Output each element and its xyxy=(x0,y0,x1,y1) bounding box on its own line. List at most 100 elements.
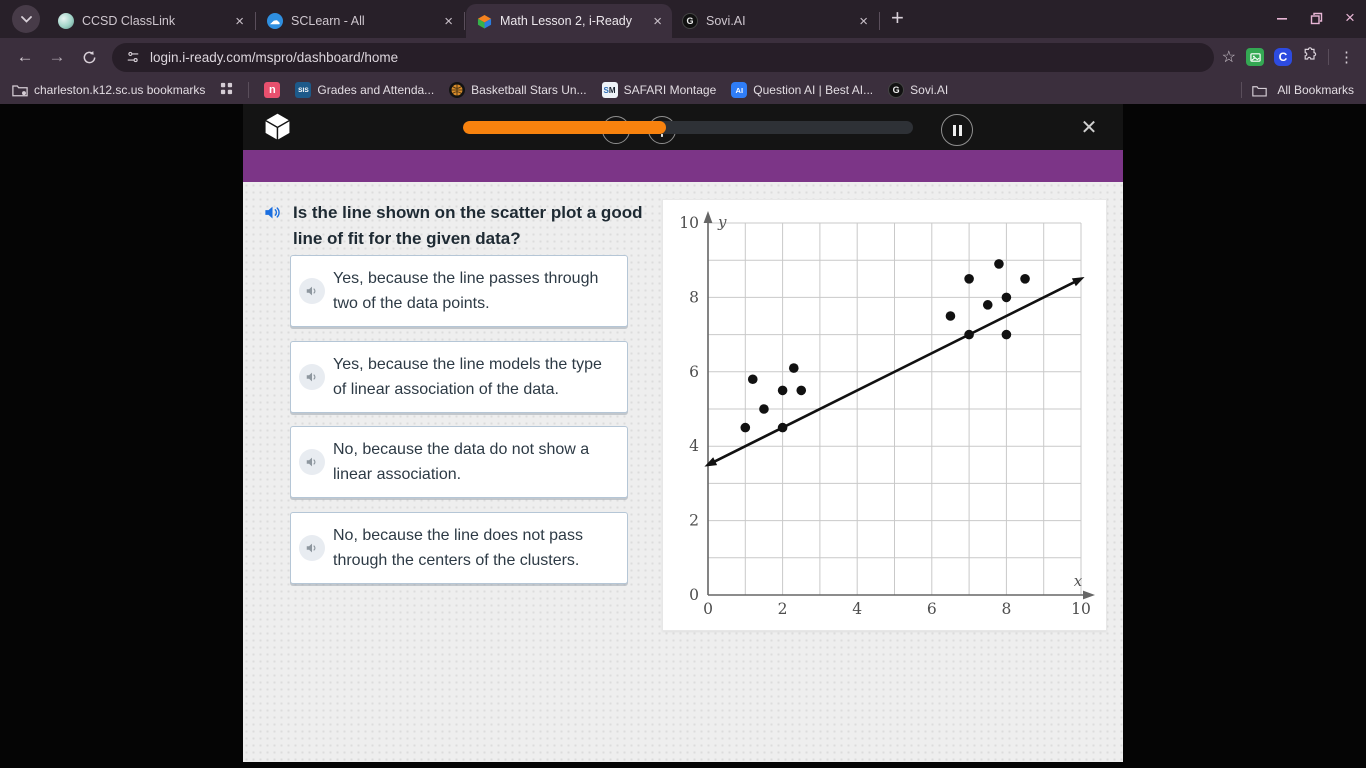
bookmarks-divider xyxy=(1241,82,1243,98)
c-extension-icon[interactable]: C xyxy=(1274,48,1292,66)
lesson-stage: i ✕ xyxy=(0,104,1366,768)
restore-button[interactable] xyxy=(1308,10,1324,26)
forward-icon[interactable]: → xyxy=(48,47,66,66)
answer-audio-icon[interactable] xyxy=(299,278,325,304)
lesson-banner xyxy=(243,150,1123,182)
bookmark-label: SAFARI Montage xyxy=(623,83,717,97)
tab-separator xyxy=(255,12,256,30)
menu-kebab-icon[interactable]: ⋮ xyxy=(1339,49,1354,66)
bookmark-label: Question AI | Best AI... xyxy=(753,83,874,97)
svg-text:y: y xyxy=(717,213,727,231)
answer-audio-icon[interactable] xyxy=(299,364,325,390)
lesson-bottom-strip xyxy=(243,762,1123,768)
svg-text:6: 6 xyxy=(927,600,937,618)
svg-text:8: 8 xyxy=(1001,600,1011,618)
all-bookmarks[interactable]: All Bookmarks xyxy=(1241,82,1354,98)
tab-math-lesson-active[interactable]: Math Lesson 2, i-Ready × xyxy=(466,4,672,38)
question-audio-icon[interactable] xyxy=(263,203,282,222)
question-text: Is the line shown on the scatter plot a … xyxy=(293,203,643,248)
bookmark-item-n[interactable]: n xyxy=(264,82,281,98)
bookmarks-bar: charleston.k12.sc.us bookmarks n SIS Gra… xyxy=(0,76,1366,104)
sovi-favicon: G xyxy=(682,13,698,29)
svg-text:4: 4 xyxy=(852,600,862,618)
apps-grid-icon[interactable] xyxy=(220,82,233,98)
scatter-plot: 0 2 4 6 8 10 0 2 4 6 8 10 x y xyxy=(679,211,1095,618)
iready-lesson-window: i ✕ xyxy=(243,104,1123,768)
back-icon[interactable]: ← xyxy=(16,47,34,66)
address-bar: ← → login.i-ready.com/mspro/dashboard/ho… xyxy=(0,38,1366,76)
chevron-down-icon xyxy=(20,15,32,23)
answer-audio-icon[interactable] xyxy=(299,449,325,475)
tab-title: Sovi.AI xyxy=(706,14,746,28)
tab-ccsd-classlink[interactable]: CCSD ClassLink × xyxy=(48,4,254,38)
screenshot-extension-icon[interactable] xyxy=(1246,48,1264,66)
tab-title: CCSD ClassLink xyxy=(82,14,176,28)
n-red-favicon: n xyxy=(264,82,281,98)
extensions-puzzle-icon[interactable] xyxy=(1302,46,1318,68)
svg-text:x: x xyxy=(1074,572,1083,590)
answer-text: Yes, because the line passes through two… xyxy=(333,270,599,312)
scatter-plot-card: 0 2 4 6 8 10 0 2 4 6 8 10 x y xyxy=(662,199,1107,631)
tab-sovi-ai[interactable]: G Sovi.AI × xyxy=(672,4,878,38)
close-window-button[interactable]: × xyxy=(1345,8,1355,27)
svg-text:0: 0 xyxy=(689,586,699,604)
answer-option-4[interactable]: No, because the line does not pass throu… xyxy=(290,512,628,584)
lesson-content: Is the line shown on the scatter plot a … xyxy=(243,182,1123,762)
svg-text:6: 6 xyxy=(689,363,699,381)
managed-folder-icon xyxy=(12,85,28,97)
pause-button[interactable] xyxy=(941,114,973,146)
iready-cube-logo xyxy=(262,111,293,147)
tab-close-icon[interactable]: × xyxy=(444,12,453,30)
tab-separator xyxy=(879,12,880,30)
tab-close-icon[interactable]: × xyxy=(859,12,868,30)
svg-text:10: 10 xyxy=(1071,600,1091,618)
tab-bar: CCSD ClassLink × ☁ SCLearn - All × Math … xyxy=(0,0,1366,38)
bookmark-star-icon[interactable]: ☆ xyxy=(1221,49,1236,66)
answer-option-1[interactable]: Yes, because the line passes through two… xyxy=(290,255,628,327)
bookmark-label: charleston.k12.sc.us bookmarks xyxy=(34,83,206,97)
svg-text:8: 8 xyxy=(689,288,699,306)
tab-close-icon[interactable]: × xyxy=(653,12,662,30)
answer-option-3[interactable]: No, because the data do not show a linea… xyxy=(290,426,628,498)
classlink-favicon xyxy=(58,13,74,29)
tab-sclearn[interactable]: ☁ SCLearn - All × xyxy=(257,4,463,38)
lesson-close-button[interactable]: ✕ xyxy=(1080,116,1098,139)
bookmark-item-basketball[interactable]: Basketball Stars Un... xyxy=(449,82,587,98)
svg-text:0: 0 xyxy=(703,600,713,618)
new-tab-button[interactable]: + xyxy=(891,5,904,30)
svg-text:4: 4 xyxy=(689,437,699,455)
answer-text: Yes, because the line models the type of… xyxy=(333,356,602,398)
tab-separator xyxy=(464,12,465,30)
bookmark-label: Sovi.AI xyxy=(910,83,949,97)
question-block: Is the line shown on the scatter plot a … xyxy=(263,200,659,252)
bookmark-item-grades[interactable]: SIS Grades and Attenda... xyxy=(295,82,434,98)
browser-chrome: CCSD ClassLink × ☁ SCLearn - All × Math … xyxy=(0,0,1366,104)
answer-audio-icon[interactable] xyxy=(299,535,325,561)
bookmark-label: Grades and Attenda... xyxy=(317,83,435,97)
site-settings-icon[interactable] xyxy=(126,50,140,64)
svg-text:10: 10 xyxy=(679,214,699,232)
iready-cube-favicon xyxy=(476,13,492,29)
bookmark-item-sovi[interactable]: G Sovi.AI xyxy=(888,82,948,98)
all-bookmarks-label: All Bookmarks xyxy=(1277,83,1354,97)
bookmark-item-question-ai[interactable]: AI Question AI | Best AI... xyxy=(731,82,873,98)
lesson-progress-fill xyxy=(463,121,666,134)
answer-text: No, because the line does not pass throu… xyxy=(333,527,583,569)
bookmarks-folder-managed[interactable]: charleston.k12.sc.us bookmarks xyxy=(12,83,205,97)
tab-title: Math Lesson 2, i-Ready xyxy=(500,14,633,28)
refresh-icon[interactable] xyxy=(74,42,104,72)
toolbar-actions: ☆ C ⋮ xyxy=(1221,46,1356,68)
svg-text:2: 2 xyxy=(778,600,788,618)
tab-title: SCLearn - All xyxy=(291,14,365,28)
tab-search-button[interactable] xyxy=(12,5,40,33)
sis-favicon: SIS xyxy=(295,82,312,98)
tab-close-icon[interactable]: × xyxy=(235,12,244,30)
minimize-button[interactable] xyxy=(1274,10,1290,26)
sclearn-favicon: ☁ xyxy=(267,13,283,29)
answer-text: No, because the data do not show a linea… xyxy=(333,441,590,483)
url-field[interactable]: login.i-ready.com/mspro/dashboard/home xyxy=(112,42,1214,72)
answer-option-2[interactable]: Yes, because the line models the type of… xyxy=(290,341,628,413)
bookmark-label: Basketball Stars Un... xyxy=(471,83,587,97)
